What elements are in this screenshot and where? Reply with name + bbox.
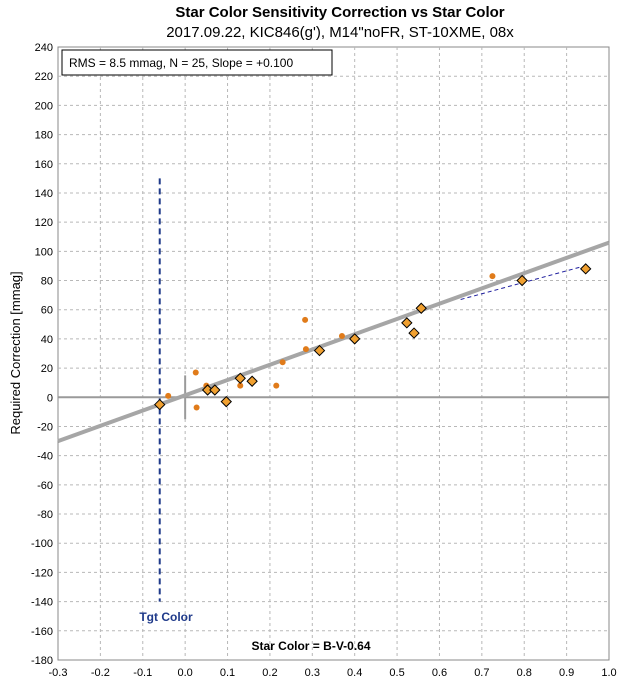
x-tick-label: 0.7 (474, 667, 489, 679)
fit-line (57, 240, 610, 443)
chart-title: Star Color Sensitivity Correction vs Sta… (175, 4, 504, 21)
y-tick-label: 0 (47, 392, 53, 404)
y-tick-label: 140 (35, 188, 53, 200)
y-tick-label: 160 (35, 159, 53, 171)
y-tick-label: 180 (35, 130, 53, 142)
data-point-diamond (579, 263, 592, 275)
data-point-diamond (348, 333, 361, 345)
grid (58, 47, 609, 660)
x-tick-labels: -0.3 -0.2 -0.1 0.0 0.1 0.2 0.3 0.4 0.5 0.6 0.7 0.8 0… (49, 667, 617, 679)
data-points (154, 263, 592, 411)
y-tick-label: 100 (35, 246, 53, 258)
x-tick-label: 0.2 (262, 667, 277, 679)
y-tick-label: 60 (41, 305, 53, 317)
y-tick-label: -80 (37, 509, 53, 521)
y-tick-label: 200 (35, 100, 53, 112)
y-axis-label: Required Correction [mmag] (8, 271, 23, 434)
data-point-circle (302, 346, 309, 353)
data-point-diamond (401, 317, 413, 329)
data-point-circle (165, 392, 172, 399)
x-tick-label: 0.3 (305, 667, 320, 679)
data-point-circle (338, 332, 345, 339)
y-tick-label: -100 (31, 538, 53, 550)
data-point-circle (193, 404, 200, 411)
y-tick-labels: -180 -160 -140 -120 -100 -80 -60 -40 -20 0 20 40 60 8… (31, 42, 53, 667)
y-tick-label: -120 (31, 567, 53, 579)
x-tick-label: 0.0 (178, 667, 193, 679)
x-tick-label: -0.2 (91, 667, 110, 679)
x-tick-label: -0.1 (133, 667, 152, 679)
data-point-diamond (246, 375, 258, 387)
plot-area (57, 46, 610, 661)
data-point-circle (489, 273, 496, 280)
y-tick-label: 40 (41, 334, 53, 346)
x-axis-label: Star Color = B-V-0.64 (251, 639, 370, 653)
data-point-diamond (234, 372, 246, 385)
x-tick-label: 0.6 (432, 667, 447, 679)
y-tick-label: 240 (35, 42, 53, 54)
data-point-circle (273, 382, 280, 389)
data-point-diamond (516, 274, 528, 287)
fit-lines (57, 240, 610, 443)
data-point-circle (192, 369, 199, 376)
data-point-circle (279, 359, 286, 366)
y-tick-label: -20 (37, 421, 53, 433)
data-point-diamond (220, 395, 232, 408)
data-point-diamond (313, 344, 326, 357)
x-tick-label: 0.9 (559, 667, 574, 679)
y-tick-label: -180 (31, 655, 53, 667)
y-tick-label: -140 (31, 597, 53, 609)
chart-subtitle: 2017.09.22, KIC846(g'), M14"noFR, ST-10X… (166, 24, 514, 41)
data-point-circle (237, 382, 244, 389)
target-color-label: Tgt Color (139, 610, 193, 624)
data-point-circle (302, 316, 309, 323)
x-tick-label: 0.4 (347, 667, 362, 679)
data-point-diamond (408, 327, 420, 339)
y-tick-label: 20 (41, 363, 53, 375)
stats-box (61, 49, 333, 76)
x-tick-label: 0.8 (517, 667, 532, 679)
y-tick-label: -40 (37, 451, 53, 463)
y-tick-label: -160 (31, 626, 53, 638)
x-tick-label: 0.1 (220, 667, 235, 679)
x-tick-label: -0.3 (49, 667, 68, 679)
data-point-diamond (415, 302, 427, 314)
y-tick-label: 220 (35, 71, 53, 83)
y-tick-label: 120 (35, 217, 53, 229)
data-point-diamond (209, 384, 221, 396)
data-point-diamond (154, 398, 166, 411)
y-tick-label: -60 (37, 480, 53, 492)
x-tick-label: 1.0 (601, 667, 616, 679)
x-tick-label: 0.5 (389, 667, 404, 679)
stats-text: RMS = 8.5 mmag, N = 25, Slope = +0.100 (69, 56, 293, 70)
y-tick-label: 80 (41, 276, 53, 288)
